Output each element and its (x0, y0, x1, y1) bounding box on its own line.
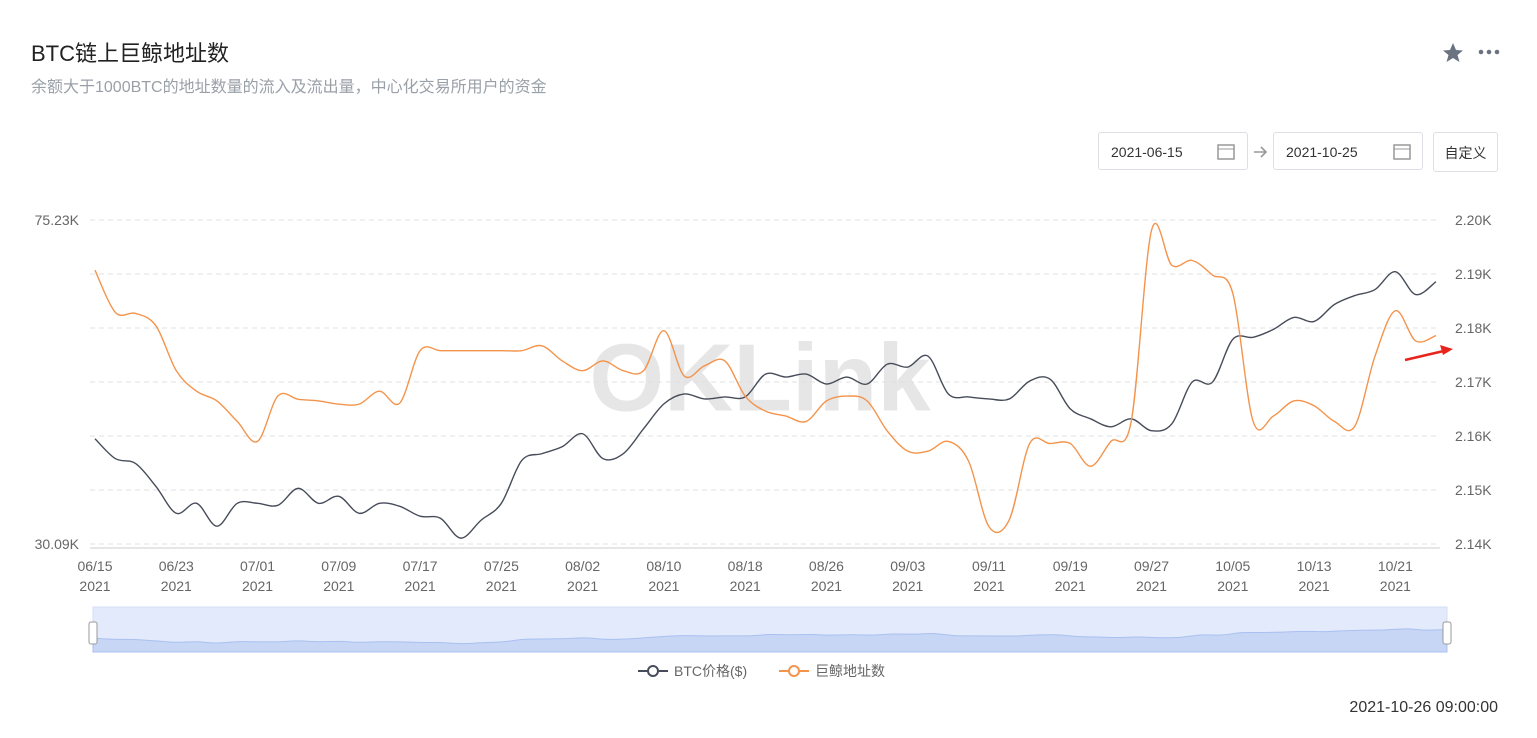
calendar-icon (1217, 144, 1235, 160)
y2-tick-label: 2.17K (1455, 374, 1492, 390)
x-tick-label: 2021 (1380, 578, 1411, 594)
start-date[interactable]: 2021-06-15 (1098, 132, 1248, 170)
x-tick-label: 10/13 (1297, 558, 1332, 574)
x-tick-label: 08/18 (728, 558, 763, 574)
x-tick-label: 09/11 (972, 558, 1006, 574)
x-tick-label: 07/25 (484, 558, 519, 574)
y2-tick-label: 2.16K (1455, 428, 1492, 444)
x-tick-label: 2021 (79, 578, 110, 594)
y-tick-label: 75.23K (35, 212, 80, 228)
star-icon[interactable] (1443, 43, 1463, 62)
x-tick-label: 10/21 (1378, 558, 1413, 574)
legend-marker (788, 665, 800, 677)
x-tick-label: 2021 (648, 578, 679, 594)
series-line (94, 222, 1437, 534)
x-tick-label: 2021 (811, 578, 842, 594)
calendar-icon (1393, 144, 1411, 160)
red-arrow-head (1440, 345, 1453, 355)
y2-tick-label: 2.15K (1455, 482, 1492, 498)
title: BTC链上巨鲸地址数 (31, 41, 230, 66)
arrow-icon (1254, 146, 1268, 158)
x-tick-label: 2021 (1136, 578, 1167, 594)
x-tick-label: 2021 (973, 578, 1004, 594)
x-tick-label: 2021 (892, 578, 923, 594)
subtitle: 余额大于1000BTC的地址数量的流入及流出量，中心化交易所用户的资金 (31, 79, 547, 96)
x-tick-label: 07/01 (240, 558, 275, 574)
legend-label[interactable]: 巨鲸地址数 (815, 663, 885, 679)
more-icon[interactable] (1494, 49, 1500, 55)
red-arrow (1404, 348, 1449, 362)
x-tick-label: 06/15 (77, 558, 112, 574)
x-tick-label: 2021 (567, 578, 598, 594)
x-tick-label: 2021 (1055, 578, 1086, 594)
timestamp: 2021-10-26 09:00:00 (1349, 699, 1498, 716)
x-tick-label: 07/09 (321, 558, 356, 574)
x-tick-label: 10/05 (1215, 558, 1250, 574)
x-tick-label: 06/23 (159, 558, 194, 574)
y-tick-label: 30.09K (35, 536, 80, 552)
navigator-handle[interactable] (1442, 621, 1452, 645)
y2-tick-label: 2.18K (1455, 320, 1492, 336)
navigator-area (92, 628, 1448, 653)
x-tick-label: 2021 (242, 578, 273, 594)
x-tick-label: 2021 (1217, 578, 1248, 594)
x-tick-label: 08/10 (646, 558, 681, 574)
y2-tick-label: 2.14K (1455, 536, 1492, 552)
x-tick-label: 09/27 (1134, 558, 1169, 574)
series-line (94, 270, 1437, 539)
navigator-handle[interactable] (88, 621, 98, 645)
y2-tick-label: 2.20K (1455, 212, 1492, 228)
x-tick-label: 2021 (730, 578, 761, 594)
calendar-icons (1217, 144, 1411, 160)
legend-label[interactable]: BTC价格($) (674, 663, 747, 679)
y2-tick-label: 2.19K (1455, 266, 1492, 282)
x-tick-label: 2021 (486, 578, 517, 594)
x-tick-label: 2021 (1299, 578, 1330, 594)
toolbar-icons (1443, 43, 1500, 62)
x-tick-label: 2021 (405, 578, 436, 594)
end-date[interactable]: 2021-10-25 (1273, 132, 1423, 170)
x-tick-label: 2021 (161, 578, 192, 594)
x-tick-label: 07/17 (403, 558, 438, 574)
x-tick-label: 08/26 (809, 558, 844, 574)
chart: OKLink 2.20K2.19K2.18K2.17K2.16K2.15K2.1… (35, 212, 1493, 679)
more-icon[interactable] (1478, 49, 1484, 55)
more-icon[interactable] (1486, 49, 1492, 55)
x-tick-label: 08/02 (565, 558, 600, 574)
x-tick-label: 2021 (323, 578, 354, 594)
legend-marker (647, 665, 659, 677)
x-tick-label: 09/19 (1053, 558, 1088, 574)
custom-button[interactable]: 自定义 (1433, 132, 1498, 172)
x-tick-label: 09/03 (890, 558, 925, 574)
